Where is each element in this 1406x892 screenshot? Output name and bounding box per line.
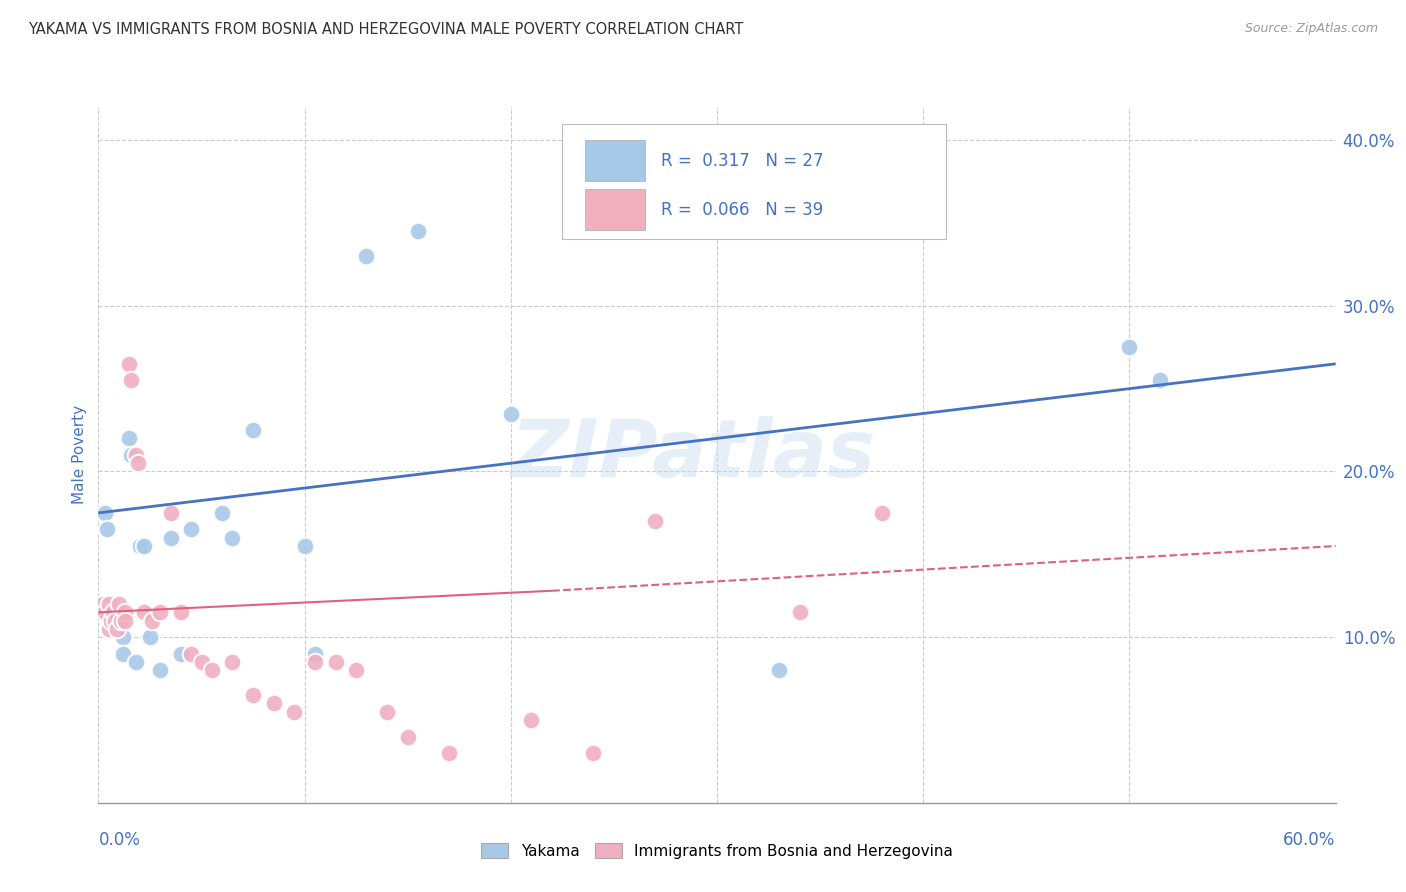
Point [170, 605, 193, 619]
Point [263, 697, 285, 711]
Point [180, 523, 202, 537]
Point [294, 539, 316, 553]
Point [159, 531, 181, 545]
Point [190, 655, 212, 669]
Point [304, 647, 326, 661]
Point [112, 647, 135, 661]
Point [499, 407, 522, 421]
Point [201, 663, 224, 677]
Text: 60.0%: 60.0% [1284, 830, 1336, 848]
Text: R =  0.066   N = 39: R = 0.066 N = 39 [661, 201, 824, 219]
FancyBboxPatch shape [585, 189, 645, 230]
Point [127, 456, 149, 470]
Point [104, 605, 127, 619]
Point [159, 506, 181, 520]
Point [242, 423, 264, 437]
Point [141, 614, 163, 628]
Text: R =  0.317   N = 27: R = 0.317 N = 27 [661, 152, 824, 170]
Point [1149, 373, 1171, 387]
Point [180, 647, 202, 661]
Point [396, 730, 419, 744]
Text: 0.0%: 0.0% [98, 830, 141, 848]
Point [520, 713, 543, 727]
Text: YAKAMA VS IMMIGRANTS FROM BOSNIA AND HERZEGOVINA MALE POVERTY CORRELATION CHART: YAKAMA VS IMMIGRANTS FROM BOSNIA AND HER… [28, 22, 744, 37]
Point [211, 506, 233, 520]
Point [221, 531, 243, 545]
Point [437, 746, 460, 760]
Point [242, 688, 264, 702]
Point [128, 539, 150, 553]
Point [97, 597, 120, 611]
Point [582, 746, 605, 760]
Point [768, 663, 790, 677]
Point [304, 655, 326, 669]
Point [118, 357, 141, 371]
Point [124, 448, 146, 462]
Point [101, 605, 124, 619]
Point [789, 605, 811, 619]
FancyBboxPatch shape [585, 140, 645, 181]
Point [114, 614, 136, 628]
Point [124, 655, 146, 669]
Point [325, 655, 347, 669]
Point [100, 614, 122, 628]
Point [108, 605, 131, 619]
Point [375, 705, 398, 719]
Point [406, 224, 429, 238]
Point [97, 622, 120, 636]
Point [105, 622, 128, 636]
Point [118, 431, 141, 445]
Point [344, 663, 367, 677]
Point [96, 523, 118, 537]
Text: Source: ZipAtlas.com: Source: ZipAtlas.com [1244, 22, 1378, 36]
Point [120, 448, 142, 462]
Text: ZIPatlas: ZIPatlas [510, 416, 875, 494]
Point [132, 539, 155, 553]
Point [149, 663, 172, 677]
Point [149, 605, 172, 619]
Point [283, 705, 305, 719]
Point [114, 605, 136, 619]
Point [170, 647, 193, 661]
Legend: Yakama, Immigrants from Bosnia and Herzegovina: Yakama, Immigrants from Bosnia and Herze… [475, 837, 959, 864]
Point [93, 605, 115, 619]
Point [139, 630, 162, 644]
Point [104, 614, 127, 628]
Point [110, 614, 132, 628]
Point [870, 506, 893, 520]
Point [120, 373, 142, 387]
Point [91, 597, 114, 611]
Point [108, 597, 131, 611]
Point [1118, 340, 1140, 354]
Point [93, 506, 115, 520]
Point [112, 630, 135, 644]
Point [356, 249, 378, 263]
Point [132, 605, 155, 619]
Y-axis label: Male Poverty: Male Poverty [72, 405, 87, 505]
FancyBboxPatch shape [562, 124, 946, 239]
Point [221, 655, 243, 669]
Point [644, 514, 666, 528]
